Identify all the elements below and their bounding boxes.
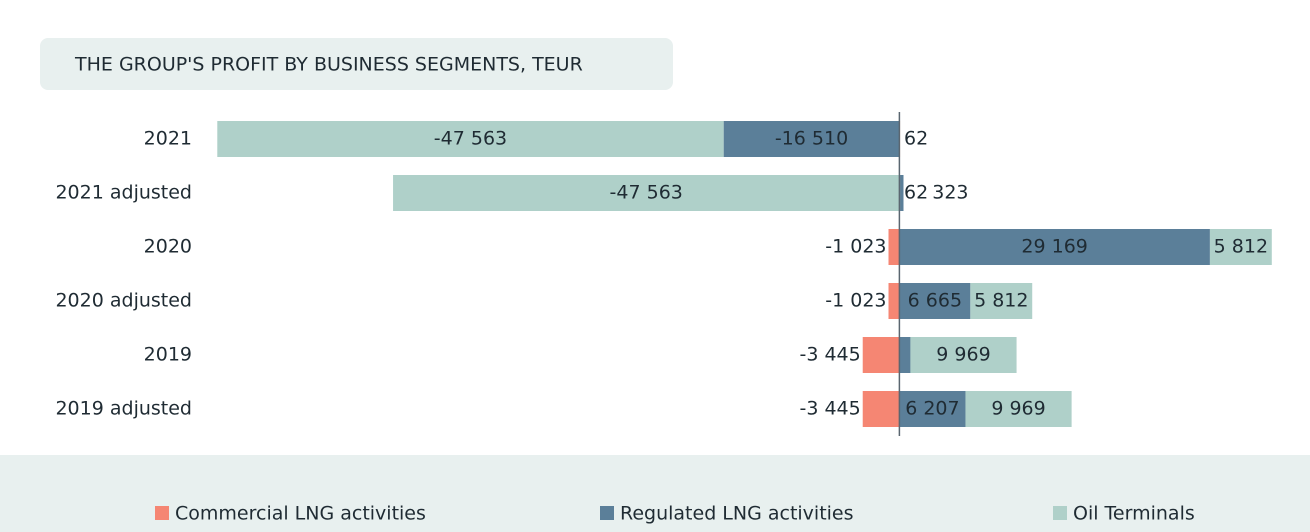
y-tick-label: 2019 adjusted [55, 398, 192, 420]
data-label: -1 023 [825, 290, 886, 312]
data-label: -3 445 [799, 344, 860, 366]
y-tick-label: 2020 adjusted [55, 290, 192, 312]
data-label: -16 510 [775, 128, 848, 150]
data-label: 62 [904, 182, 928, 204]
bar [910, 337, 1017, 373]
legend-swatch [600, 506, 614, 520]
bar [862, 391, 900, 427]
legend-swatch [155, 506, 169, 520]
legend-label: Commercial LNG activities [175, 503, 426, 525]
data-label: 323 [932, 182, 968, 204]
bar [899, 229, 1210, 265]
bar [888, 283, 900, 319]
data-label: 6 207 [905, 398, 959, 420]
bar [723, 121, 900, 157]
title-box [40, 38, 673, 90]
legend-label: Regulated LNG activities [620, 503, 854, 525]
data-label: -3 445 [799, 398, 860, 420]
data-label: -47 563 [434, 128, 507, 150]
bar [965, 391, 1072, 427]
data-label: 5 812 [974, 290, 1028, 312]
bar [899, 337, 911, 373]
bar [393, 175, 900, 211]
y-tick-label: 2021 [144, 128, 192, 150]
y-tick-label: 2021 adjusted [55, 182, 192, 204]
bar [970, 283, 1033, 319]
bar [862, 337, 900, 373]
data-label: 62 [904, 128, 928, 150]
data-label: 9 969 [991, 398, 1045, 420]
bar [1209, 229, 1272, 265]
data-label: -47 563 [610, 182, 683, 204]
y-tick-label: 2020 [144, 236, 192, 258]
bar [888, 229, 900, 265]
data-label: -1 023 [825, 236, 886, 258]
data-label: 9 969 [936, 344, 990, 366]
legend-swatch [1053, 506, 1067, 520]
legend-band [0, 455, 1310, 532]
y-tick-label: 2019 [144, 344, 192, 366]
data-label: 29 169 [1021, 236, 1087, 258]
chart-title: THE GROUP'S PROFIT BY BUSINESS SEGMENTS,… [74, 54, 583, 76]
bar [900, 175, 904, 211]
bar [217, 121, 724, 157]
data-label: 6 665 [908, 290, 962, 312]
bar [899, 391, 966, 427]
data-label: 5 812 [1214, 236, 1268, 258]
bar [899, 283, 971, 319]
legend-label: Oil Terminals [1073, 503, 1195, 525]
